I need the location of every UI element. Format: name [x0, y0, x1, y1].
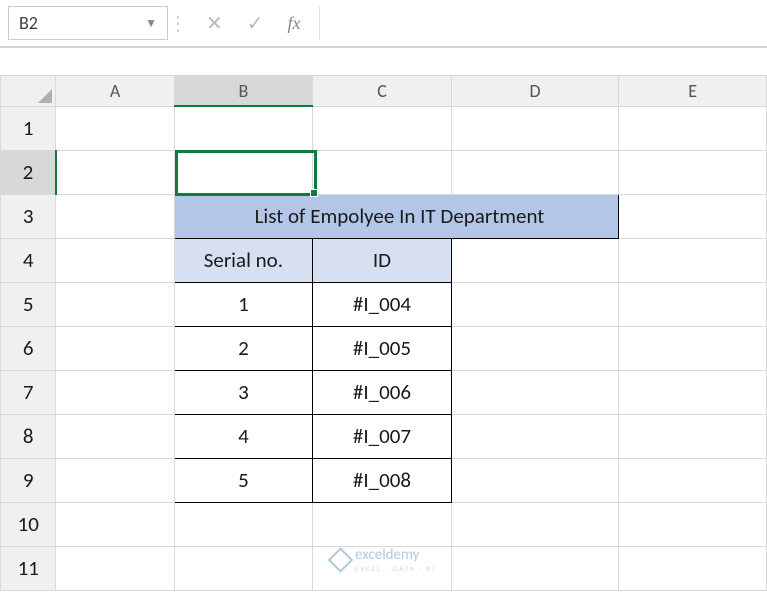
formula-buttons: ✕ ✓ fx: [188, 11, 319, 36]
cell-C2[interactable]: [313, 150, 452, 194]
watermark-text: exceldemy EXCEL · DATA · BI: [355, 546, 436, 573]
cell-E5[interactable]: [619, 282, 767, 326]
row-5: 5 1 #I_004: [1, 282, 767, 326]
divider: ⋮: [168, 11, 188, 36]
cell-D9[interactable]: [451, 458, 618, 502]
title-cell[interactable]: List of Empolyee In IT Department: [174, 194, 619, 238]
cell-E9[interactable]: [619, 458, 767, 502]
cell-A5[interactable]: [56, 282, 174, 326]
row-1: 1: [1, 106, 767, 150]
cell-id-1[interactable]: #I_005: [313, 326, 452, 370]
ribbon-spacer: [0, 48, 767, 76]
col-header-E[interactable]: E: [619, 76, 767, 106]
cell-E2[interactable]: [619, 150, 767, 194]
cell-E8[interactable]: [619, 414, 767, 458]
row-9: 9 5 #I_008: [1, 458, 767, 502]
row-header-4[interactable]: 4: [1, 238, 56, 282]
column-header-row: A B C D E: [1, 76, 767, 106]
row-header-3[interactable]: 3: [1, 194, 56, 238]
cell-A9[interactable]: [56, 458, 174, 502]
cell-A8[interactable]: [56, 414, 174, 458]
cell-A3[interactable]: [56, 194, 174, 238]
watermark: exceldemy EXCEL · DATA · BI: [331, 546, 436, 573]
cell-A7[interactable]: [56, 370, 174, 414]
formula-input[interactable]: [319, 6, 767, 40]
cell-A4[interactable]: [56, 238, 174, 282]
dropdown-icon[interactable]: ▼: [145, 16, 157, 31]
row-2: 2: [1, 150, 767, 194]
corner-triangle-icon: [38, 89, 52, 103]
row-3: 3 List of Empolyee In IT Department: [1, 194, 767, 238]
cell-D4[interactable]: [451, 238, 618, 282]
cell-E3[interactable]: [619, 194, 767, 238]
row-6: 6 2 #I_005: [1, 326, 767, 370]
enter-icon[interactable]: ✓: [247, 11, 264, 36]
cell-D11[interactable]: [451, 546, 618, 590]
spreadsheet-grid[interactable]: A B C D E 1 2 3 List of Empolyee In IT D…: [0, 76, 767, 591]
row-10: 10: [1, 502, 767, 546]
row-header-1[interactable]: 1: [1, 106, 56, 150]
cell-E11[interactable]: [619, 546, 767, 590]
col-header-B[interactable]: B: [174, 76, 313, 106]
table-header-id[interactable]: ID: [313, 238, 452, 282]
grid-container: A B C D E 1 2 3 List of Empolyee In IT D…: [0, 76, 767, 591]
cell-A10[interactable]: [56, 502, 174, 546]
row-header-8[interactable]: 8: [1, 414, 56, 458]
col-header-D[interactable]: D: [451, 76, 618, 106]
cell-E10[interactable]: [619, 502, 767, 546]
row-8: 8 4 #I_007: [1, 414, 767, 458]
table-header-serial[interactable]: Serial no.: [174, 238, 313, 282]
cell-E6[interactable]: [619, 326, 767, 370]
cell-E4[interactable]: [619, 238, 767, 282]
formula-bar: B2 ▼ ⋮ ✕ ✓ fx: [0, 0, 767, 48]
cell-id-3[interactable]: #I_007: [313, 414, 452, 458]
cell-D8[interactable]: [451, 414, 618, 458]
cell-serial-3[interactable]: 4: [174, 414, 313, 458]
watermark-brand: exceldemy: [355, 546, 419, 564]
watermark-tagline: EXCEL · DATA · BI: [355, 564, 436, 573]
cell-D1[interactable]: [451, 106, 618, 150]
row-4: 4 Serial no. ID: [1, 238, 767, 282]
cell-serial-4[interactable]: 5: [174, 458, 313, 502]
cell-id-2[interactable]: #I_006: [313, 370, 452, 414]
cell-B1[interactable]: [174, 106, 313, 150]
cell-C1[interactable]: [313, 106, 452, 150]
cell-B2[interactable]: [174, 150, 313, 194]
row-7: 7 3 #I_006: [1, 370, 767, 414]
row-header-7[interactable]: 7: [1, 370, 56, 414]
row-header-11[interactable]: 11: [1, 546, 56, 590]
cell-A1[interactable]: [56, 106, 174, 150]
cell-E7[interactable]: [619, 370, 767, 414]
col-header-A[interactable]: A: [56, 76, 174, 106]
cell-E1[interactable]: [619, 106, 767, 150]
cell-D2[interactable]: [451, 150, 618, 194]
select-all-corner[interactable]: [1, 76, 56, 106]
cancel-icon[interactable]: ✕: [206, 11, 223, 36]
cell-id-0[interactable]: #I_004: [313, 282, 452, 326]
cell-serial-1[interactable]: 2: [174, 326, 313, 370]
name-box-value: B2: [19, 12, 38, 34]
cell-D10[interactable]: [451, 502, 618, 546]
row-header-10[interactable]: 10: [1, 502, 56, 546]
watermark-logo-icon: [327, 547, 352, 572]
row-header-6[interactable]: 6: [1, 326, 56, 370]
cell-D7[interactable]: [451, 370, 618, 414]
cell-B11[interactable]: [174, 546, 313, 590]
col-header-C[interactable]: C: [313, 76, 452, 106]
cell-D6[interactable]: [451, 326, 618, 370]
cell-A6[interactable]: [56, 326, 174, 370]
cell-D5[interactable]: [451, 282, 618, 326]
cell-serial-0[interactable]: 1: [174, 282, 313, 326]
cell-serial-2[interactable]: 3: [174, 370, 313, 414]
cell-B10[interactable]: [174, 502, 313, 546]
cell-A11[interactable]: [56, 546, 174, 590]
row-header-2[interactable]: 2: [1, 150, 56, 194]
row-header-5[interactable]: 5: [1, 282, 56, 326]
row-header-9[interactable]: 9: [1, 458, 56, 502]
cell-C10[interactable]: [313, 502, 452, 546]
fx-icon[interactable]: fx: [288, 13, 301, 34]
cell-A2[interactable]: [56, 150, 174, 194]
cell-id-4[interactable]: #I_008: [313, 458, 452, 502]
name-box[interactable]: B2 ▼: [8, 6, 168, 40]
